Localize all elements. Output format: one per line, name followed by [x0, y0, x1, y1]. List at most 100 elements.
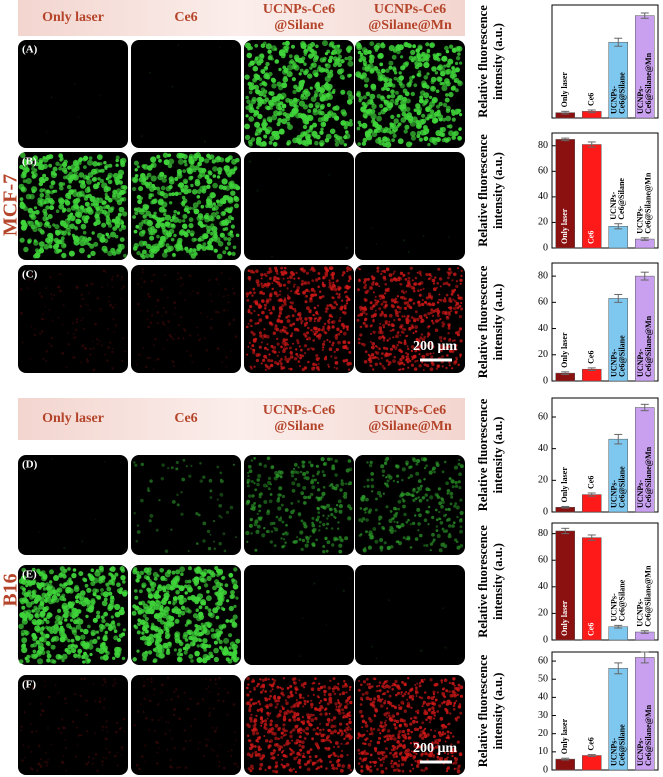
cell [432, 279, 436, 283]
cell [427, 332, 429, 334]
cell [410, 474, 414, 478]
cell [36, 628, 41, 633]
cell [58, 691, 60, 693]
cell [222, 624, 227, 629]
cell [40, 611, 46, 617]
cell [87, 625, 91, 629]
cell [210, 293, 212, 295]
cell [446, 316, 450, 320]
cell [312, 529, 315, 532]
cell [330, 286, 333, 289]
cell [267, 481, 271, 485]
cell [45, 205, 49, 209]
cell [40, 714, 42, 716]
cell [87, 160, 93, 166]
cell [149, 321, 152, 324]
cell [265, 364, 268, 367]
cell [164, 578, 168, 582]
cell [201, 623, 204, 626]
cell [267, 359, 271, 363]
cell [134, 211, 138, 215]
cell [102, 600, 108, 606]
cell [178, 44, 179, 45]
cell [331, 719, 334, 722]
cell [19, 659, 24, 664]
cell [29, 703, 31, 705]
cell [403, 89, 408, 94]
cell [47, 654, 52, 659]
cell [174, 747, 176, 749]
cell [439, 548, 443, 552]
cell [401, 355, 404, 358]
cell [268, 678, 270, 680]
cell [182, 337, 184, 339]
cell [191, 276, 193, 278]
cell [275, 59, 280, 64]
cell [381, 311, 384, 314]
cell [277, 112, 281, 116]
cell [246, 354, 248, 356]
cell [81, 319, 83, 321]
cell [320, 105, 325, 110]
cell [311, 737, 314, 740]
cell [345, 291, 347, 293]
cell [92, 284, 94, 286]
cell [208, 246, 211, 249]
cell [317, 367, 319, 369]
cell [393, 277, 397, 281]
column-header: @Silane [274, 419, 324, 434]
cell [63, 607, 68, 612]
cell [328, 329, 330, 331]
cell [403, 62, 409, 68]
cell [359, 333, 362, 336]
cell [115, 164, 118, 167]
cell [306, 536, 310, 540]
cell [426, 72, 429, 75]
cell [223, 532, 226, 535]
cell [117, 623, 121, 627]
cell [93, 618, 98, 623]
cell [359, 534, 362, 537]
cell [121, 298, 123, 300]
cell [106, 587, 111, 592]
cell [157, 299, 160, 302]
cell [315, 311, 318, 314]
cell [371, 346, 375, 350]
cell [232, 252, 236, 256]
cell [322, 295, 325, 298]
cell [276, 328, 280, 332]
cell [450, 310, 452, 312]
cell [81, 361, 83, 363]
cell [43, 212, 47, 216]
cell [446, 109, 450, 113]
cell [294, 357, 297, 360]
cell [184, 651, 188, 655]
cell [163, 596, 168, 601]
cell [394, 71, 397, 74]
cell [446, 294, 449, 297]
cell [285, 508, 289, 512]
cell [121, 225, 126, 230]
cell [180, 277, 183, 280]
cell [64, 199, 68, 203]
cell [442, 365, 444, 367]
cell [173, 217, 179, 223]
cell [317, 511, 320, 514]
cell [144, 206, 149, 211]
cell [197, 238, 201, 242]
cell [329, 43, 334, 48]
cell [177, 767, 179, 769]
cell [84, 678, 86, 680]
cell [306, 322, 308, 324]
cell [210, 232, 214, 236]
cell [257, 114, 262, 119]
cell [260, 69, 265, 74]
cell [177, 695, 180, 698]
cell [395, 313, 399, 317]
cell [82, 577, 86, 581]
cell [221, 272, 223, 274]
cell [321, 492, 325, 496]
cell [52, 660, 56, 664]
cell [367, 51, 370, 54]
cell [259, 767, 262, 770]
